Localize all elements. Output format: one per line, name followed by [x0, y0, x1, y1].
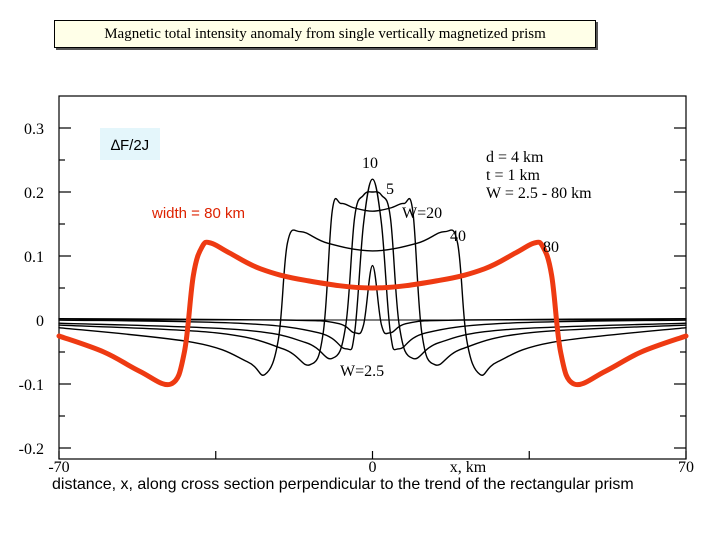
x-tick-label: 70 — [678, 459, 694, 476]
series-line-80 — [56, 239, 689, 388]
param-thickness: t = 1 km — [486, 167, 540, 184]
y-tick-label: 0.1 — [24, 249, 44, 266]
series-line-10 — [58, 191, 687, 360]
y-tick-label: 0.3 — [24, 121, 44, 138]
series-label-20: W=20 — [402, 205, 442, 222]
series-line-20 — [58, 197, 687, 366]
figure-caption: distance, x, along cross section perpend… — [52, 476, 634, 493]
axis-ticks — [58, 127, 687, 459]
y-tick-label: -0.1 — [19, 377, 44, 394]
y-tick-label: 0 — [36, 313, 44, 330]
series-label-10: 10 — [362, 155, 378, 172]
series-label-5: 5 — [386, 181, 394, 198]
plot-area — [58, 95, 687, 460]
chart-title: Magnetic total intensity anomaly from si… — [54, 20, 596, 48]
series-label-40: 40 — [450, 228, 466, 245]
series-line-2-5 — [58, 264, 687, 335]
param-depth: d = 4 km — [486, 149, 544, 166]
x-axis-label: x, km — [450, 459, 487, 476]
series-line-5 — [58, 178, 687, 351]
x-tick-label: 0 — [369, 459, 377, 476]
y-tick-label: -0.2 — [19, 441, 44, 458]
series-label-80: 80 — [543, 239, 559, 256]
series-line-40 — [58, 229, 687, 376]
curves — [56, 178, 689, 388]
param-width-range: W = 2.5 - 80 km — [486, 185, 592, 202]
y-axis-label: ∆F/2J — [111, 137, 149, 154]
y-tick-label: 0.2 — [24, 185, 44, 202]
width-80-label: width = 80 km — [151, 205, 245, 222]
series-label-2-5: W=2.5 — [340, 363, 384, 380]
x-tick-label: -70 — [48, 459, 69, 476]
y-axis-label-box — [100, 128, 160, 160]
